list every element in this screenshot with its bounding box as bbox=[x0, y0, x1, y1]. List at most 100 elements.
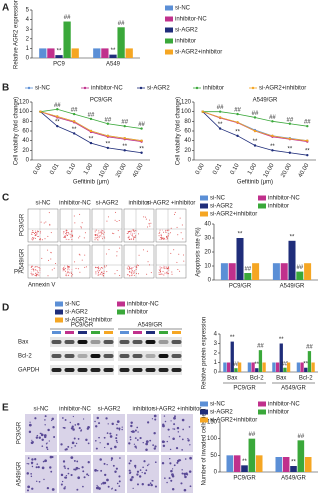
bar bbox=[283, 367, 287, 372]
y-axis-label: Relative AGR2 expression bbox=[14, 0, 20, 69]
band bbox=[145, 354, 156, 358]
cell-dot bbox=[41, 257, 43, 259]
cell bbox=[77, 476, 81, 480]
band bbox=[171, 368, 182, 372]
flow-plot bbox=[123, 244, 155, 279]
x-tick-label: 1.00 bbox=[83, 162, 94, 176]
cell-dot bbox=[35, 230, 37, 232]
cell bbox=[145, 448, 148, 451]
cell bbox=[178, 459, 181, 462]
cell-dot bbox=[44, 238, 46, 240]
cell-dot bbox=[166, 237, 168, 239]
y-tick-label: 0 bbox=[188, 158, 192, 164]
cell bbox=[73, 437, 76, 440]
cell-dot bbox=[33, 237, 35, 239]
cell-dot bbox=[36, 233, 38, 235]
row-label: PC9/GR bbox=[17, 421, 23, 444]
band bbox=[51, 354, 62, 358]
cell-dot bbox=[30, 273, 32, 275]
significance-label: ** bbox=[89, 137, 94, 143]
cell-dot bbox=[166, 272, 168, 274]
cell bbox=[26, 472, 30, 475]
cell-dot bbox=[131, 270, 133, 272]
cell-dot bbox=[135, 268, 137, 270]
cell-dot bbox=[31, 266, 33, 268]
cell-dot bbox=[97, 266, 99, 268]
x-axis-label: Gefitinib (μm) bbox=[73, 180, 109, 186]
cell-dot bbox=[40, 232, 42, 234]
cell-dot bbox=[30, 233, 32, 235]
cell bbox=[60, 473, 64, 477]
cell-dot bbox=[49, 223, 51, 225]
significance-label: ** bbox=[57, 49, 62, 55]
cell bbox=[94, 420, 96, 423]
cell bbox=[145, 440, 149, 444]
cell-dot bbox=[78, 253, 80, 255]
cell-dot bbox=[35, 273, 37, 275]
cell bbox=[74, 424, 77, 426]
bar bbox=[241, 465, 248, 472]
bar bbox=[275, 457, 283, 472]
cell-dot bbox=[165, 231, 167, 233]
cell-dot bbox=[96, 235, 98, 237]
cell bbox=[50, 419, 53, 422]
cell-dot bbox=[78, 237, 80, 239]
cell-dot bbox=[70, 231, 72, 233]
cell bbox=[106, 432, 109, 434]
legend-label: si-AGR2 bbox=[147, 86, 170, 92]
cell-dot bbox=[130, 270, 132, 272]
cell-dot bbox=[142, 249, 144, 251]
band bbox=[90, 354, 101, 358]
cell-dot bbox=[158, 238, 160, 240]
cell-dot bbox=[166, 229, 168, 231]
band bbox=[119, 340, 130, 344]
cell-dot bbox=[131, 272, 133, 274]
cell-dot bbox=[95, 271, 97, 273]
cell bbox=[111, 422, 114, 426]
cell-dot bbox=[177, 234, 179, 236]
cell bbox=[131, 430, 135, 433]
cell-dot bbox=[164, 267, 166, 269]
cell bbox=[130, 424, 133, 428]
legend-swatch bbox=[258, 195, 266, 201]
cell bbox=[38, 436, 41, 439]
cell bbox=[154, 445, 157, 448]
axis-label: Annexin V bbox=[28, 283, 55, 289]
cell bbox=[153, 447, 156, 450]
lane-swatch bbox=[91, 331, 100, 334]
cell bbox=[142, 441, 144, 444]
cell-dot bbox=[43, 222, 45, 224]
significance-label: ## bbox=[244, 267, 251, 273]
cell bbox=[87, 461, 90, 464]
cell-dot bbox=[70, 273, 72, 275]
cell-dot bbox=[68, 266, 70, 268]
bar bbox=[286, 362, 291, 372]
cell-dot bbox=[68, 269, 70, 271]
band bbox=[64, 354, 75, 358]
bar bbox=[296, 271, 304, 280]
cell-dot bbox=[97, 270, 99, 272]
cell-dot bbox=[128, 270, 130, 272]
cell bbox=[145, 469, 148, 472]
cell bbox=[82, 418, 85, 420]
lane-swatch bbox=[65, 331, 74, 334]
significance-label: ** bbox=[242, 459, 247, 465]
cell-dot bbox=[128, 235, 130, 237]
cell-dot bbox=[40, 221, 42, 223]
cell-dot bbox=[66, 229, 68, 231]
bar bbox=[244, 273, 252, 280]
cell bbox=[167, 428, 170, 431]
cell-dot bbox=[36, 266, 38, 268]
cell bbox=[146, 464, 149, 467]
cell bbox=[134, 464, 137, 468]
band bbox=[64, 340, 75, 344]
cell-dot bbox=[166, 271, 168, 273]
cell bbox=[188, 470, 192, 473]
cell-dot bbox=[79, 235, 81, 237]
x-tick-label: A549 bbox=[106, 62, 121, 68]
legend-label: inhibitor bbox=[175, 39, 196, 45]
flow-plot bbox=[91, 244, 123, 279]
cell-dot bbox=[32, 230, 34, 232]
cell-dot bbox=[119, 275, 121, 277]
cell bbox=[76, 460, 79, 463]
